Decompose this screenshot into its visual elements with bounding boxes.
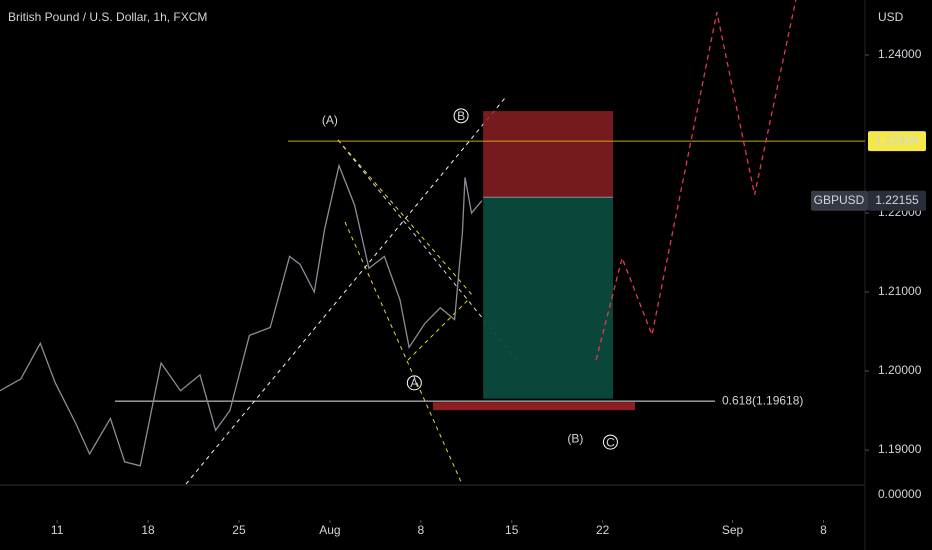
x-tick-label: 8 <box>417 523 424 537</box>
stop-zone <box>483 111 614 198</box>
x-tick-label: 15 <box>505 523 519 537</box>
symbol-badge-label: GBPUSD <box>814 193 865 207</box>
wave-label: B <box>457 109 465 123</box>
x-tick-label: 25 <box>232 523 246 537</box>
wave-label: C <box>606 435 615 449</box>
currency-label: USD <box>878 10 904 24</box>
projection-line <box>595 0 797 361</box>
resistance-badge-label: 1.22909 <box>875 133 919 147</box>
x-tick-label: 18 <box>141 523 155 537</box>
x-tick-label: 8 <box>820 523 827 537</box>
wave-circle <box>406 375 422 391</box>
price-badge-label: 1.22155 <box>875 193 919 207</box>
lower-pane-label: 0.00000 <box>878 487 922 501</box>
fib-zone <box>433 402 635 411</box>
y-tick-label: 1.19000 <box>878 442 922 456</box>
x-tick-label: Aug <box>319 523 340 537</box>
x-tick-label: 22 <box>596 523 610 537</box>
trendline <box>407 299 469 361</box>
x-tick-label: Sep <box>722 523 744 537</box>
y-tick-label: 1.24000 <box>878 47 922 61</box>
wave-label: (A) <box>322 113 338 127</box>
price-line <box>0 163 483 467</box>
target-zone <box>483 197 614 399</box>
wave-label: A <box>410 376 418 390</box>
chart-title: British Pound / U.S. Dollar, 1h, FXCM <box>8 10 207 24</box>
trendline <box>185 97 506 485</box>
wave-circle <box>602 434 618 450</box>
y-tick-label: 1.20000 <box>878 363 922 377</box>
price-badge <box>868 190 926 211</box>
symbol-badge <box>811 190 868 211</box>
y-tick-label: 1.21000 <box>878 284 922 298</box>
wave-label: (B) <box>567 431 583 445</box>
resistance-badge <box>868 131 926 152</box>
wave-circle <box>453 108 469 124</box>
x-tick-label: 11 <box>51 523 64 537</box>
fib-label: 0.618(1.19618) <box>722 393 803 407</box>
trendline <box>337 139 474 297</box>
